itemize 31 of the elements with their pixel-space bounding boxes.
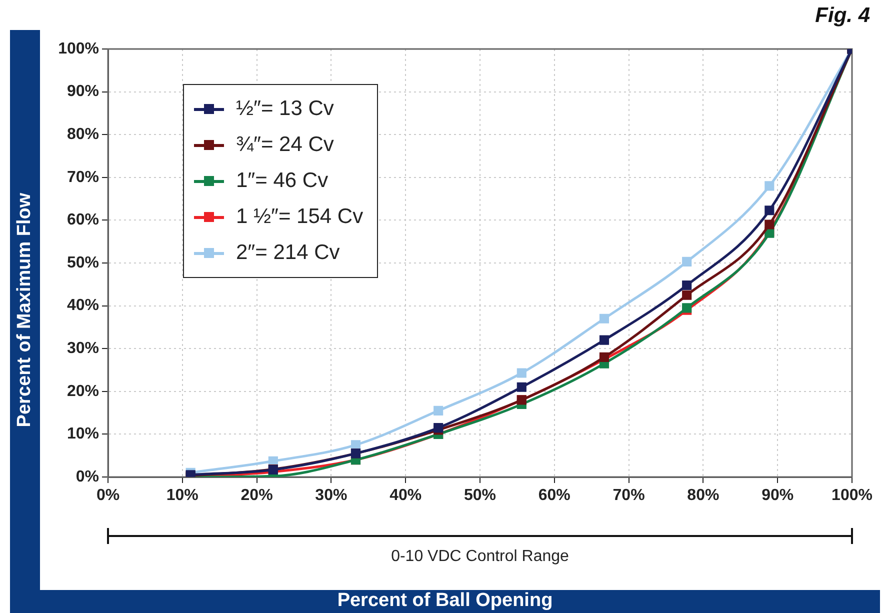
- y-tick-label: 10%: [66, 426, 99, 443]
- y-tick-label: 100%: [58, 40, 99, 58]
- legend-label: ½″= 13 Cv: [236, 97, 334, 121]
- x-tick-label: 100%: [832, 487, 872, 504]
- x-tick-label: 50%: [464, 487, 496, 504]
- y-tick-label: 80%: [66, 126, 99, 144]
- y-tick-label: 50%: [66, 254, 99, 272]
- y-tick-label: 20%: [66, 382, 99, 400]
- x-tick-label: 60%: [538, 487, 570, 504]
- legend-label: ¾″= 24 Cv: [236, 133, 334, 157]
- x-tick-label: 70%: [612, 487, 645, 504]
- y-tick-label: 90%: [66, 83, 99, 100]
- y-tick-label: 40%: [66, 297, 99, 314]
- text: 0-10 VDC Control Range: [391, 548, 569, 566]
- legend-label: 1″= 46 Cv: [236, 169, 328, 193]
- x-tick-label: 20%: [240, 487, 273, 504]
- x-tick-label: 30%: [315, 487, 348, 504]
- legend-label: 2″= 214 Cv: [236, 241, 340, 265]
- y-tick-label: 30%: [66, 340, 99, 358]
- y-axis-title: Percent of Maximum Flow: [14, 192, 36, 428]
- x-tick-label: 80%: [687, 487, 720, 504]
- x-tick-label: 10%: [166, 487, 198, 504]
- x-tick-label: 0%: [96, 487, 120, 504]
- y-tick-label: 70%: [66, 168, 99, 186]
- caption: Fig. 4: [815, 4, 870, 28]
- y-tick-label: 0%: [76, 468, 99, 486]
- x-tick-label: 90%: [762, 487, 794, 504]
- y-tick-label: 60%: [66, 212, 99, 229]
- x-tick-label: 40%: [390, 487, 422, 504]
- legend-label: 1 ½″= 154 Cv: [236, 205, 364, 229]
- x-axis-title: Percent of Ball Opening: [337, 590, 553, 612]
